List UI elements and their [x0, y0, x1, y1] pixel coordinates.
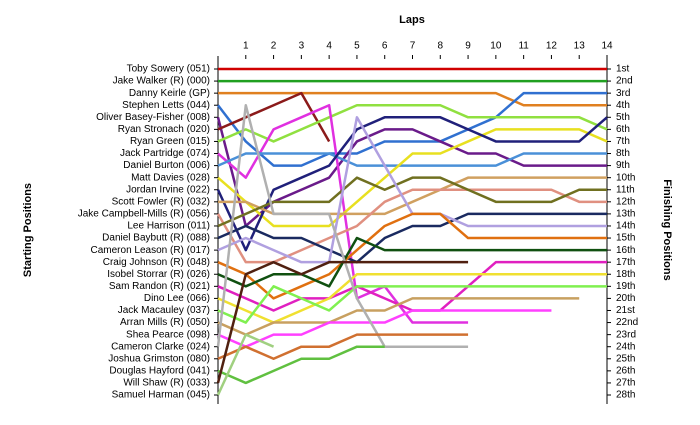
- y2-tick-label: 18th: [616, 269, 635, 280]
- driver-label: Scott Fowler (R) (032): [112, 196, 210, 207]
- driver-label: Shea Pearce (098): [126, 329, 210, 340]
- driver-label: Jack Partridge (074): [120, 148, 210, 159]
- position-line: [217, 285, 607, 324]
- y2-tick-label: 5th: [616, 112, 630, 123]
- position-line: [217, 152, 607, 167]
- x-tick-label: 14: [601, 41, 613, 52]
- y2-tick-label: 2nd: [616, 76, 633, 87]
- driver-label: Stephen Letts (044): [122, 100, 210, 111]
- y2-tick-label: 25th: [616, 353, 635, 364]
- position-line: [217, 333, 469, 361]
- y2-tick-label: 3rd: [616, 88, 630, 99]
- y2-tick-label: 4th: [616, 100, 630, 111]
- y2-axis-title: Finishing Positions: [661, 179, 673, 280]
- driver-label: Danny Keirle (GP): [129, 88, 210, 99]
- y2-tick-label: 6th: [616, 124, 630, 135]
- position-line: [216, 188, 607, 264]
- y2-tick-label: 13th: [616, 209, 635, 220]
- y2-tick-label: 19th: [616, 281, 635, 292]
- position-line: [217, 176, 607, 228]
- position-line: [218, 91, 607, 107]
- y2-tick-label: 28th: [616, 390, 635, 401]
- y2-tick-label: 10th: [616, 172, 635, 183]
- driver-label: Jake Walker (R) (000): [113, 76, 210, 87]
- y2-tick-label: 1st: [616, 64, 630, 75]
- driver-label: Oliver Basey-Fisher (008): [96, 112, 210, 123]
- y2-tick-label: 9th: [616, 160, 630, 171]
- y2-tick-label: 20th: [616, 293, 635, 304]
- y2-tick-label: 8th: [616, 148, 630, 159]
- y2-tick-label: 23rd: [616, 329, 636, 340]
- x-tick-label: 6: [382, 41, 388, 52]
- driver-label: Will Shaw (R) (033): [123, 378, 210, 389]
- x-tick-label: 8: [438, 41, 444, 52]
- driver-label: Arran Mills (R) (050): [120, 317, 210, 328]
- y2-tick-label: 12th: [616, 196, 635, 207]
- y2-tick-label: 15th: [616, 233, 635, 244]
- driver-label: Isobel Storrar (R) (026): [107, 269, 210, 280]
- chart-title: Laps: [399, 14, 425, 26]
- driver-label: Ryan Green (015): [130, 136, 210, 147]
- y2-tick-label: 7th: [616, 136, 630, 147]
- driver-label: Cameron Clarke (024): [111, 341, 210, 352]
- x-tick-label: 12: [546, 41, 558, 52]
- position-line: [216, 260, 469, 384]
- driver-label: Dino Lee (066): [144, 293, 210, 304]
- driver-label: Lee Harrison (011): [127, 221, 210, 232]
- y2-tick-label: 24th: [616, 341, 635, 352]
- position-line: [217, 236, 607, 288]
- x-tick-label: 3: [299, 41, 305, 52]
- driver-label: Daniel Baybutt (R) (088): [102, 233, 210, 244]
- position-line: [217, 297, 580, 336]
- position-line: [217, 128, 608, 228]
- y2-tick-label: 21st: [616, 305, 635, 316]
- position-line: [217, 212, 607, 300]
- driver-label: Samuel Harman (045): [112, 390, 210, 401]
- position-line: [217, 103, 608, 143]
- position-line: [217, 345, 385, 385]
- y2-tick-label: 16th: [616, 245, 635, 256]
- x-tick-label: 10: [490, 41, 502, 52]
- y2-tick-label: 14th: [616, 221, 635, 232]
- x-tick-label: 9: [465, 41, 471, 52]
- x-tick-label: 7: [410, 41, 416, 52]
- position-line: [216, 116, 607, 228]
- driver-label: Toby Sowery (051): [127, 64, 210, 75]
- x-tick-label: 1: [243, 41, 249, 52]
- driver-label: Jack Macauley (037): [118, 305, 210, 316]
- y2-tick-label: 26th: [616, 365, 635, 376]
- x-tick-label: 13: [574, 41, 586, 52]
- position-line: [216, 103, 469, 348]
- y2-tick-label: 27th: [616, 378, 635, 389]
- driver-label: Douglas Hayford (041): [109, 365, 210, 376]
- driver-label: Ryan Stronach (020): [118, 124, 210, 135]
- x-tick-label: 4: [326, 41, 332, 52]
- driver-label: Matt Davies (028): [131, 172, 210, 183]
- x-tick-label: 5: [354, 41, 360, 52]
- driver-label: Sam Randon (R) (021): [109, 281, 210, 292]
- driver-label: Cameron Leason (R) (017): [91, 245, 211, 256]
- driver-label: Jordan Irvine (022): [126, 184, 210, 195]
- driver-label: Jake Campbell-Mills (R) (056): [78, 209, 210, 220]
- y2-tick-label: 17th: [616, 257, 635, 268]
- x-tick-label: 11: [518, 41, 529, 52]
- position-line: [217, 309, 552, 348]
- position-line: [216, 333, 275, 396]
- position-line: [217, 273, 607, 324]
- y2-tick-label: 22nd: [616, 317, 638, 328]
- position-line: [217, 91, 331, 143]
- driver-label: Daniel Burton (006): [123, 160, 210, 171]
- driver-label: Joshua Grimston (080): [108, 353, 210, 364]
- driver-label: Craig Johnson (R) (048): [103, 257, 210, 268]
- position-line: [217, 91, 607, 167]
- y2-tick-label: 11th: [616, 184, 635, 195]
- x-tick-label: 2: [271, 41, 277, 52]
- position-line: [217, 212, 607, 264]
- position-line: [216, 116, 608, 252]
- y-axis-title: Starting Positions: [22, 183, 34, 277]
